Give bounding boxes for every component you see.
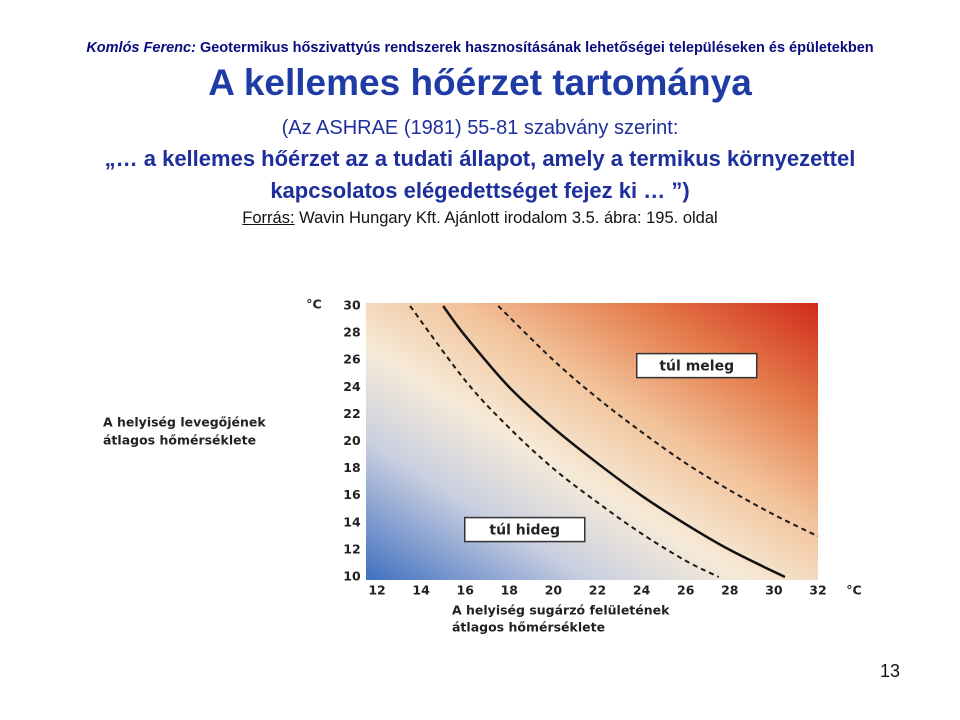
y-tick-label: 20 [343, 433, 361, 448]
y-tick-label: 12 [343, 541, 360, 556]
x-unit: °C [846, 583, 861, 598]
plot-background [366, 303, 818, 580]
source-label: Forrás: [242, 209, 295, 227]
x-tick-label: 20 [545, 583, 563, 598]
y-tick-label: 16 [343, 487, 361, 502]
y-unit: °C [306, 297, 321, 312]
x-axis-label: átlagos hőmérséklete [452, 620, 605, 635]
x-tick-label: 32 [809, 583, 826, 598]
quote-line: „… a kellemes hőérzet az a tudati állapo… [104, 146, 856, 171]
x-tick-label: 12 [368, 583, 385, 598]
annotation-box [635, 352, 758, 379]
y-tick-label: 14 [343, 514, 361, 529]
x-tick-label: 24 [633, 583, 651, 598]
x-tick-label: 26 [677, 583, 695, 598]
source-text: Wavin Hungary Kft. Ajánlott irodalom 3.5… [299, 209, 718, 227]
title: A kellemes hőérzet tartománya [208, 62, 752, 103]
y-tick-label: 18 [343, 460, 360, 475]
x-tick-label: 28 [721, 583, 738, 598]
annotation-box [464, 516, 586, 543]
y-tick-label: 30 [343, 298, 361, 313]
source: Forrás: Wavin Hungary Kft. Ajánlott irod… [0, 209, 960, 228]
curve [442, 305, 786, 579]
y-tick-label: 28 [343, 325, 360, 340]
x-tick-label: 16 [457, 583, 475, 598]
annotation: túl meleg [659, 359, 734, 375]
x-tick-label: 18 [501, 583, 518, 598]
page-number: 13 [879, 661, 901, 681]
y-tick-label: 10 [343, 569, 361, 584]
author: Komlós Ferenc: [86, 40, 196, 56]
header: Komlós Ferenc: Geotermikus hőszivattyús … [0, 40, 960, 56]
y-tick-label: 22 [343, 406, 360, 421]
quote-line: kapcsolatos elégedettséget fejez ki … ”) [270, 178, 690, 203]
x-tick-label: 22 [589, 583, 606, 598]
y-axis-label: átlagos hőmérséklete [103, 433, 256, 448]
header-text: Geotermikus hőszivattyús rendszerek hasz… [199, 40, 874, 56]
x-axis-label: A helyiség sugárzó felületének [452, 603, 670, 618]
x-tick-label: 14 [412, 583, 430, 598]
y-tick-label: 24 [343, 379, 361, 394]
y-axis-label: A helyiség levegőjének [103, 415, 266, 430]
x-tick-label: 30 [765, 583, 783, 598]
annotation: túl hideg [489, 523, 560, 539]
subtitle: (Az ASHRAE (1981) 55-81 szabvány szerint… [281, 117, 679, 139]
y-tick-label: 26 [343, 352, 361, 367]
curve [409, 305, 720, 578]
curve [497, 305, 819, 538]
